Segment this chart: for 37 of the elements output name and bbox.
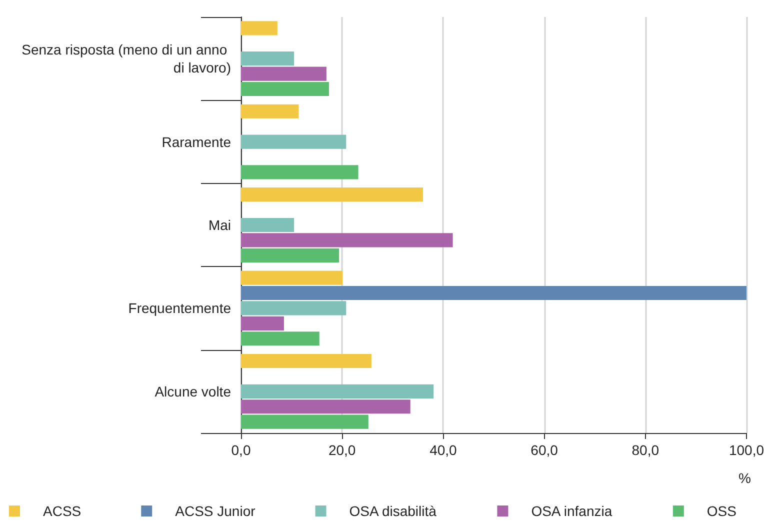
bar	[241, 301, 346, 316]
bar	[241, 354, 372, 368]
bar	[241, 286, 746, 300]
bar	[241, 233, 453, 248]
bar	[241, 384, 434, 398]
bar	[241, 104, 299, 118]
bar	[241, 82, 329, 96]
y-tick-label: Raramente	[162, 134, 232, 150]
x-tick-label: 60,0	[530, 442, 558, 458]
x-tick-label: 0,0	[231, 442, 251, 458]
bar	[241, 414, 368, 429]
y-tick-label: Senza risposta (meno di un anno di lavoro)	[22, 42, 231, 76]
legend-label: ACSS	[43, 503, 82, 519]
bar	[241, 316, 284, 330]
legend-label: OSS	[706, 503, 736, 519]
x-axis-title: %	[738, 470, 751, 486]
y-tick-label: Mai	[208, 217, 231, 233]
bar	[241, 66, 326, 81]
bar	[241, 188, 423, 202]
legend-label: OSA disabilità	[349, 503, 437, 519]
bar	[241, 248, 340, 262]
x-tick-label: 40,0	[430, 442, 458, 458]
bar	[241, 218, 294, 232]
bar	[241, 400, 410, 414]
x-tick-label: 100,0	[728, 442, 764, 458]
legend-label: ACSS Junior	[175, 503, 256, 519]
x-tick-label: 20,0	[328, 442, 356, 458]
y-tick-label: Alcune volte	[154, 383, 232, 400]
x-tick-label: 80,0	[632, 442, 660, 458]
y-tick-label: Frequentemente	[128, 300, 232, 316]
bar	[241, 134, 346, 149]
bar	[241, 52, 294, 66]
legend-label: OSA infanzia	[531, 503, 612, 519]
bar	[241, 332, 320, 346]
bar	[241, 165, 358, 180]
bar	[241, 270, 343, 285]
bar	[241, 21, 278, 36]
